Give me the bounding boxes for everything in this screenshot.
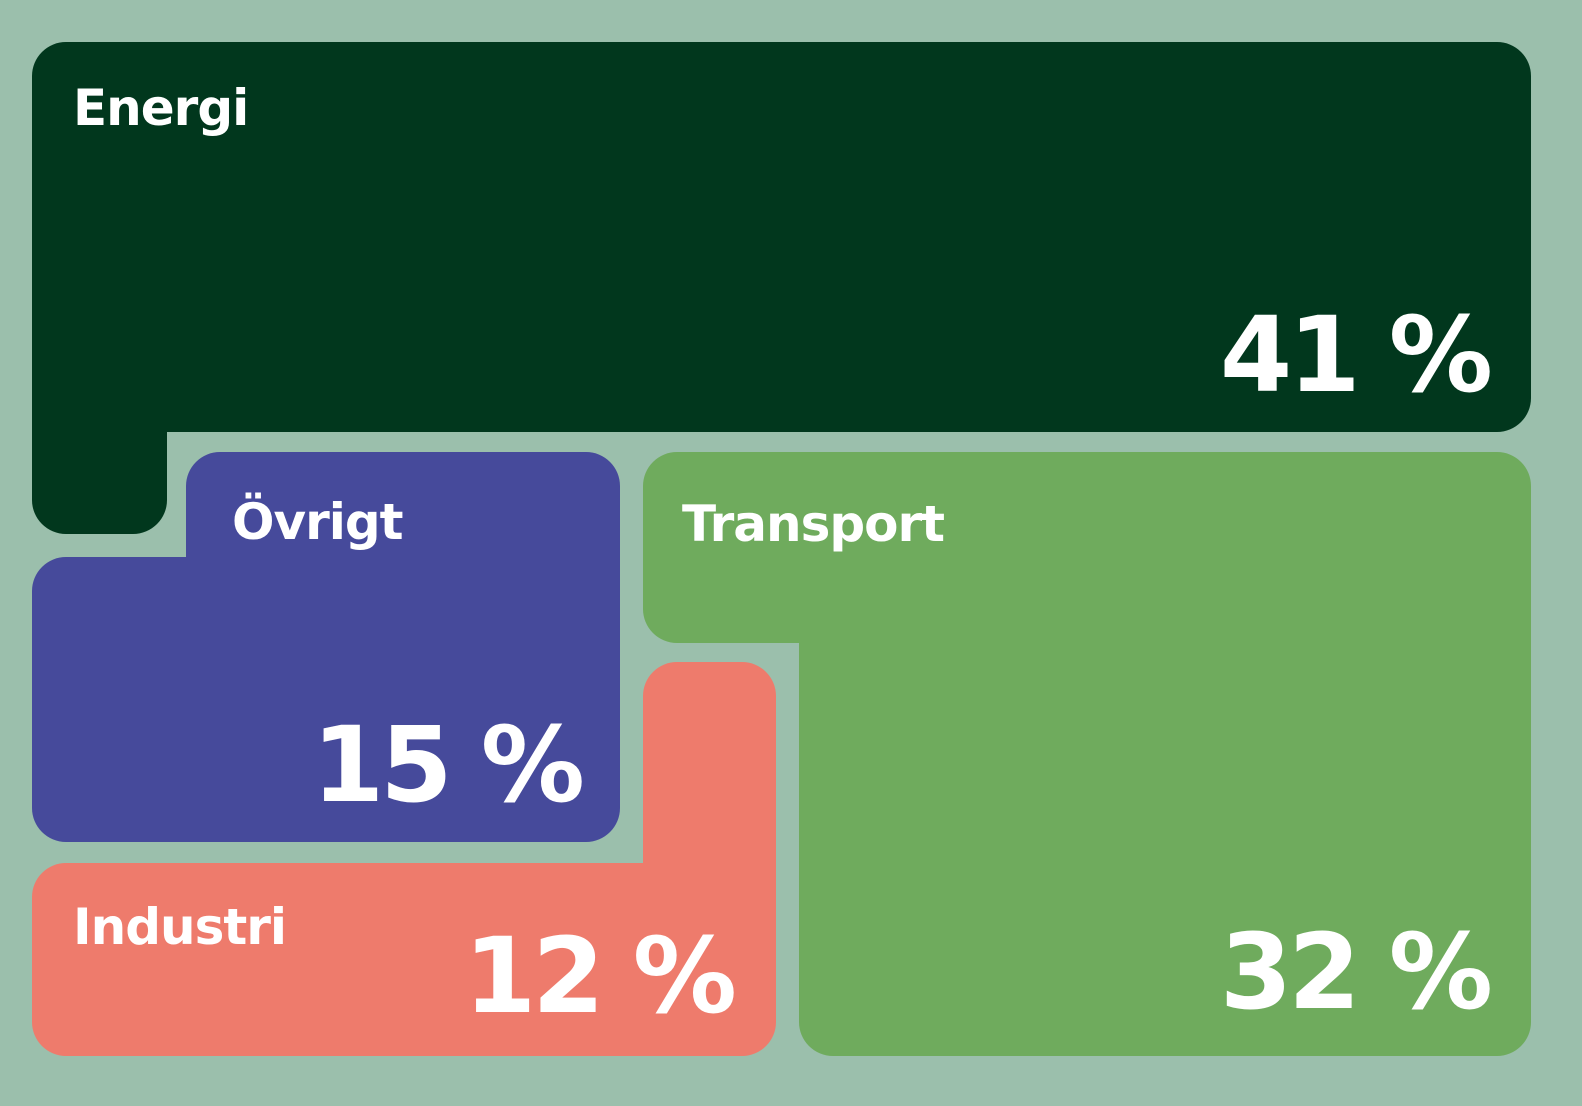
segment-shape-energi [32,42,1531,534]
segment-value-ovrigt: 15 % [312,704,582,826]
segment-industri: Industri 12 % [32,662,776,1056]
segment-ovrigt: Övrigt 15 % [32,452,620,842]
segment-transport: Transport 32 % [643,452,1531,1056]
segment-shape-ovrigt [32,452,620,842]
segment-label-ovrigt: Övrigt [232,492,403,551]
segment-label-industri: Industri [73,898,286,956]
segment-value-energi: 41 % [1220,294,1490,416]
segment-value-transport: 32 % [1220,911,1490,1033]
segment-label-energi: Energi [73,79,248,137]
segment-energi: Energi 41 % [32,42,1531,534]
segment-shape-transport [643,452,1531,1056]
segment-shape-industri [32,662,776,1056]
segment-label-transport: Transport [682,495,944,553]
segment-value-industri: 12 % [464,915,734,1037]
